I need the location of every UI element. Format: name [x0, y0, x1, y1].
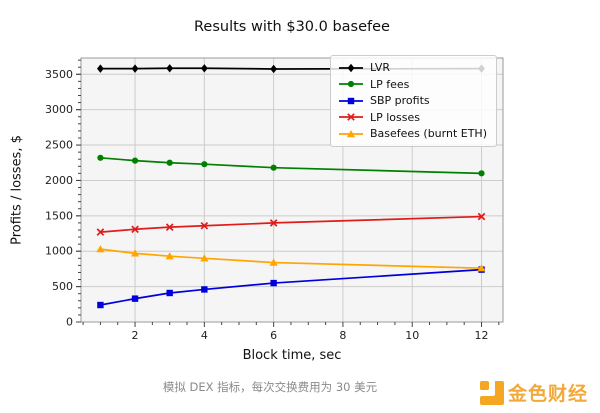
legend-item-lp-fees: LP fees	[338, 77, 487, 93]
x-tick-label: 10	[405, 329, 419, 342]
marker-diamond	[97, 64, 104, 73]
marker-x	[96, 228, 105, 236]
marker-triangle	[200, 254, 209, 262]
marker-square	[270, 279, 277, 287]
legend-diamond-icon	[338, 63, 363, 72]
y-tick-label: 0	[66, 316, 73, 329]
marker-diamond	[347, 63, 355, 72]
marker-square	[131, 295, 139, 302]
y-tick-label: 3000	[45, 103, 73, 116]
marker-diamond	[166, 64, 174, 73]
series-line-lp-fees	[100, 156, 482, 175]
y-tick-label: 2000	[45, 174, 73, 187]
marker-x	[347, 113, 355, 122]
axes-spines	[80, 57, 504, 323]
marker-triangle	[130, 249, 140, 257]
legend-label: Basefees (burnt ETH)	[369, 127, 487, 141]
marker-triangle	[477, 264, 486, 272]
series-line-sbp-profits	[100, 268, 482, 306]
marker-square	[201, 286, 208, 293]
x-tick-label: 4	[201, 329, 208, 342]
jinse-logo-icon	[479, 380, 504, 405]
y-tick-label: 1500	[45, 209, 73, 222]
legend-label: SBP profits	[369, 94, 430, 108]
marker-square	[347, 97, 355, 104]
marker-triangle	[269, 258, 278, 266]
legend-triangle-icon	[338, 129, 363, 137]
y-tick-label: 500	[52, 280, 73, 293]
marker-circle	[201, 161, 208, 168]
x-tick-label: 8	[339, 329, 346, 342]
caption: 模拟 DEX 指标，每次交换费用为 30 美元	[162, 380, 378, 394]
marker-square	[97, 301, 104, 309]
legend-item-lvr: LVR	[338, 60, 487, 76]
marker-diamond	[200, 64, 208, 73]
x-tick-label: 6	[270, 329, 277, 342]
legend-label: LP losses	[369, 110, 420, 124]
marker-circle	[131, 157, 139, 164]
chart-title: Results with $30.0 basefee	[194, 19, 390, 35]
marker-x	[165, 223, 174, 231]
x-tick-label: 2	[132, 329, 139, 342]
y-tick-label: 2500	[45, 139, 73, 152]
x-axis-label: Block time, sec	[242, 348, 342, 363]
marker-x	[131, 225, 139, 234]
legend-x-icon	[338, 113, 363, 122]
watermark: 金色财经	[479, 379, 588, 406]
legend-item-lp-losses: LP losses	[338, 110, 487, 126]
watermark-text: 金色财经	[507, 383, 588, 405]
marker-diamond	[131, 64, 139, 73]
marker-triangle	[346, 129, 356, 137]
legend: LVR LP fees SBP profits LP losses Basefees (…	[329, 55, 497, 147]
legend-label: LVR	[369, 61, 391, 75]
marker-circle	[347, 81, 355, 88]
marker-circle	[478, 170, 485, 177]
marker-circle	[97, 154, 104, 161]
legend-item-basefees-burnt-eth: Basefees (burnt ETH)	[338, 126, 487, 142]
legend-item-sbp-profits: SBP profits	[338, 93, 487, 109]
series-line-lp-losses	[100, 215, 482, 233]
y-tick-label: 3500	[45, 68, 73, 81]
marker-triangle	[96, 245, 105, 253]
marker-circle	[166, 159, 173, 166]
marker-diamond	[270, 64, 278, 74]
marker-square	[166, 289, 173, 297]
y-tick-label: 1000	[45, 245, 73, 258]
series-line-lvr	[100, 67, 482, 70]
marker-circle	[270, 164, 277, 171]
legend-circle-icon	[338, 81, 363, 88]
marker-x	[477, 212, 486, 221]
legend-label: LP fees	[369, 77, 410, 91]
series-line-basefees-burnt-eth	[100, 248, 482, 270]
marker-x	[269, 219, 278, 227]
marker-triangle	[165, 252, 174, 260]
marker-x	[200, 221, 209, 230]
legend-square-icon	[338, 97, 363, 104]
x-tick-label: 12	[475, 329, 489, 342]
